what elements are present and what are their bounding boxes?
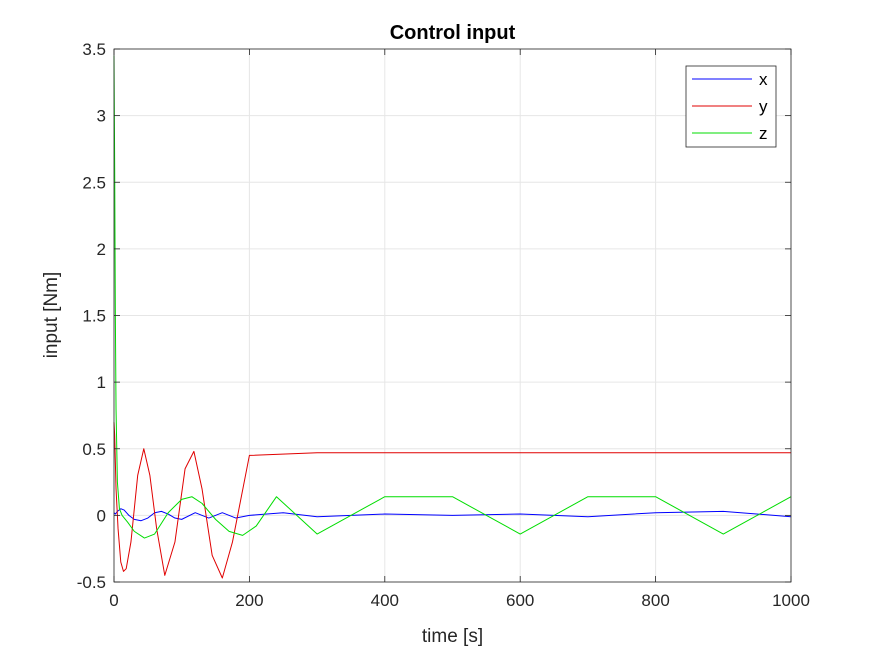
series-line-z <box>113 55 792 539</box>
y-ticks: -0.5 0 0.5 1 1.5 2 2.5 3 3.5 <box>77 40 791 592</box>
y-tick-label: 0 <box>97 506 106 525</box>
x-tick-label: 400 <box>371 591 399 610</box>
y-tick-label: 0.5 <box>82 440 106 459</box>
x-tick-label: 0 <box>109 591 118 610</box>
x-tick-label: 800 <box>641 591 669 610</box>
y-tick-label: 3 <box>97 107 106 126</box>
x-tick-label: 600 <box>506 591 534 610</box>
y-tick-label: 1 <box>97 373 106 392</box>
y-tick-label: 2 <box>97 240 106 259</box>
legend: xyz <box>685 65 777 148</box>
series-line-y <box>113 422 791 579</box>
legend-label-y: y <box>759 97 768 116</box>
series-line-x <box>113 508 792 522</box>
x-tick-label: 1000 <box>772 591 810 610</box>
series-layer <box>113 55 792 579</box>
legend-label-x: x <box>759 70 768 89</box>
y-tick-label: -0.5 <box>77 573 106 592</box>
x-axis-label: time [s] <box>422 626 483 647</box>
legend-label-z: z <box>759 124 768 143</box>
x-tick-label: 200 <box>235 591 263 610</box>
x-ticks: 0 200 400 600 800 1000 <box>109 49 810 610</box>
y-tick-label: 1.5 <box>82 307 106 326</box>
y-tick-label: 2.5 <box>82 173 106 192</box>
y-tick-label: 3.5 <box>82 40 106 59</box>
y-axis-label: input [Nm] <box>41 272 62 359</box>
chart-title: Control input <box>390 22 516 44</box>
